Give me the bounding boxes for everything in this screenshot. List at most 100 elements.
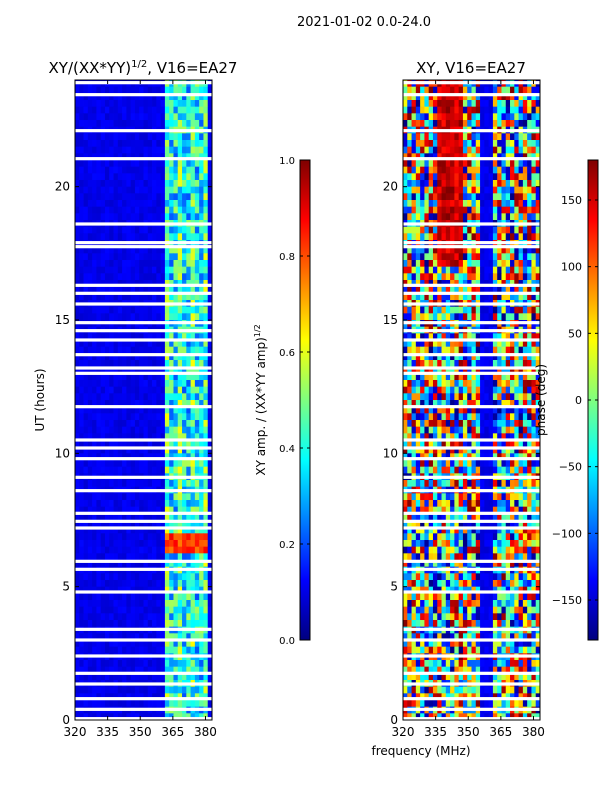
- heatmap-cell: [92, 513, 97, 521]
- heatmap-cell: [134, 640, 140, 648]
- heatmap-cell: [458, 333, 464, 341]
- heatmap-cell: [450, 346, 455, 354]
- heatmap-cell: [160, 446, 166, 454]
- heatmap-cell: [527, 393, 532, 401]
- heatmap-cell: [177, 700, 183, 708]
- heatmap-cell: [484, 306, 490, 314]
- heatmap-cell: [186, 340, 191, 348]
- heatmap-cell: [96, 480, 102, 488]
- heatmap-cell: [510, 253, 515, 261]
- heatmap-cell: [122, 313, 127, 321]
- blank-row: [75, 654, 212, 658]
- heatmap-cell: [75, 500, 80, 508]
- colorbar-tick-label: 0.6: [279, 348, 295, 359]
- heatmap-cell: [100, 273, 106, 281]
- heatmap-cell: [104, 400, 110, 408]
- heatmap-cell: [169, 593, 174, 601]
- heatmap-cell: [501, 173, 507, 181]
- heatmap-cell: [79, 506, 84, 514]
- heatmap-cell: [173, 540, 179, 548]
- heatmap-cell: [160, 506, 166, 514]
- heatmap-cell: [104, 640, 110, 648]
- heatmap-cell: [173, 173, 179, 181]
- heatmap-cell: [130, 313, 136, 321]
- heatmap-cell: [207, 206, 212, 214]
- heatmap-cell: [160, 166, 166, 174]
- heatmap-cell: [535, 186, 540, 194]
- heatmap-cell: [92, 586, 97, 594]
- heatmap-cell: [514, 413, 519, 421]
- heatmap-cell: [92, 160, 97, 168]
- heatmap-cell: [79, 226, 84, 234]
- heatmap-cell: [79, 186, 84, 194]
- heatmap-cell: [87, 633, 93, 641]
- heatmap-cell: [428, 226, 434, 234]
- heatmap-cell: [514, 146, 519, 154]
- heatmap-cell: [535, 413, 540, 421]
- heatmap-cell: [96, 213, 102, 221]
- heatmap-cell: [139, 380, 144, 388]
- heatmap-cell: [109, 393, 114, 401]
- heatmap-cell: [194, 466, 200, 474]
- heatmap-cell: [424, 440, 430, 448]
- heatmap-cell: [480, 180, 485, 188]
- heatmap-cell: [100, 460, 106, 468]
- heatmap-cell: [182, 553, 187, 561]
- heatmap-cell: [510, 246, 515, 254]
- heatmap-cell: [471, 400, 477, 408]
- heatmap-cell: [199, 426, 204, 434]
- heatmap-cell: [428, 140, 434, 148]
- heatmap-cell: [203, 613, 209, 621]
- heatmap-cell: [514, 173, 519, 181]
- heatmap-cell: [403, 420, 408, 428]
- heatmap-cell: [182, 586, 187, 594]
- heatmap-cell: [207, 106, 212, 114]
- heatmap-cell: [122, 333, 127, 341]
- heatmap-cell: [424, 233, 430, 241]
- heatmap-cell: [113, 520, 119, 528]
- heatmap-cell: [130, 386, 136, 394]
- heatmap-cell: [190, 513, 196, 521]
- heatmap-cell: [79, 573, 84, 581]
- heatmap-cell: [147, 246, 153, 254]
- heatmap-cell: [177, 526, 183, 534]
- heatmap-cell: [79, 593, 84, 601]
- heatmap-cell: [441, 433, 447, 441]
- heatmap-cell: [480, 193, 485, 201]
- heatmap-cell: [492, 373, 498, 381]
- heatmap-cell: [467, 133, 472, 141]
- heatmap-cell: [190, 520, 196, 528]
- heatmap-cell: [87, 260, 93, 268]
- heatmap-cell: [130, 573, 136, 581]
- heatmap-cell: [173, 166, 179, 174]
- heatmap-cell: [83, 333, 89, 341]
- heatmap-cell: [207, 360, 212, 368]
- heatmap-cell: [92, 613, 97, 621]
- heatmap-cell: [199, 480, 204, 488]
- heatmap-cell: [454, 333, 460, 341]
- heatmap-cell: [164, 646, 170, 654]
- heatmap-cell: [87, 560, 93, 568]
- heatmap-cell: [87, 673, 93, 681]
- heatmap-cell: [134, 293, 140, 301]
- heatmap-cell: [152, 200, 157, 208]
- heatmap-cell: [177, 226, 183, 234]
- heatmap-cell: [182, 520, 187, 528]
- heatmap-cell: [484, 446, 490, 454]
- heatmap-cell: [122, 153, 127, 161]
- heatmap-cell: [505, 186, 511, 194]
- heatmap-cell: [194, 560, 200, 568]
- heatmap-cell: [169, 713, 174, 720]
- heatmap-cell: [475, 93, 481, 101]
- heatmap-cell: [96, 193, 102, 201]
- heatmap-cell: [143, 373, 149, 381]
- heatmap-cell: [207, 386, 212, 394]
- heatmap-cell: [126, 206, 132, 214]
- heatmap-cell: [92, 466, 97, 474]
- heatmap-cell: [424, 273, 430, 281]
- heatmap-cell: [139, 386, 144, 394]
- heatmap-cell: [147, 353, 153, 361]
- heatmap-cell: [182, 193, 187, 201]
- heatmap-cell: [164, 86, 170, 94]
- heatmap-cell: [147, 433, 153, 441]
